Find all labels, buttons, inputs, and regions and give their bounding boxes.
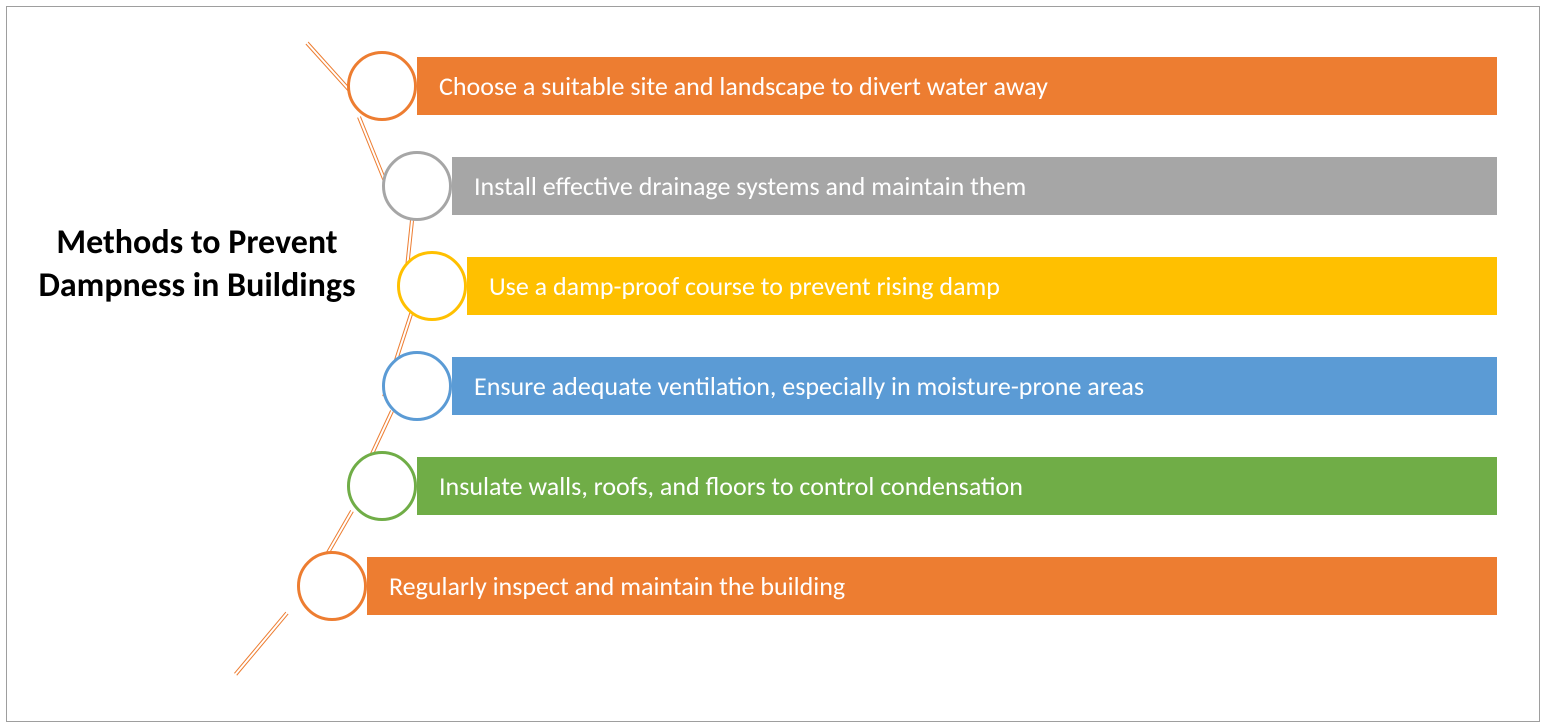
list-item: Install effective drainage systems and m… (317, 151, 1497, 221)
item-node-circle (347, 51, 417, 121)
item-node-circle (347, 451, 417, 521)
items-list: Choose a suitable site and landscape to … (317, 51, 1497, 651)
item-node-circle (397, 251, 467, 321)
item-node-circle (297, 551, 367, 621)
list-item: Choose a suitable site and landscape to … (317, 51, 1497, 121)
item-label: Ensure adequate ventilation, especially … (474, 370, 1144, 402)
item-label: Regularly inspect and maintain the build… (389, 570, 845, 602)
item-bar: Install effective drainage systems and m… (452, 157, 1497, 215)
item-bar: Choose a suitable site and landscape to … (417, 57, 1497, 115)
diagram-title: Methods to Prevent Dampness in Buildings (37, 222, 357, 307)
item-bar: Use a damp-proof course to prevent risin… (467, 257, 1497, 315)
item-bar: Ensure adequate ventilation, especially … (452, 357, 1497, 415)
item-label: Use a damp-proof course to prevent risin… (489, 270, 1000, 302)
item-bar: Insulate walls, roofs, and floors to con… (417, 457, 1497, 515)
list-item: Use a damp-proof course to prevent risin… (317, 251, 1497, 321)
list-item: Ensure adequate ventilation, especially … (317, 351, 1497, 421)
list-item: Insulate walls, roofs, and floors to con… (317, 451, 1497, 521)
item-label: Insulate walls, roofs, and floors to con… (439, 470, 1023, 502)
item-bar: Regularly inspect and maintain the build… (367, 557, 1497, 615)
item-node-circle (382, 151, 452, 221)
item-node-circle (382, 351, 452, 421)
item-label: Install effective drainage systems and m… (474, 170, 1026, 202)
diagram-frame: Methods to Prevent Dampness in Buildings… (6, 6, 1540, 722)
item-label: Choose a suitable site and landscape to … (439, 70, 1048, 102)
list-item: Regularly inspect and maintain the build… (317, 551, 1497, 621)
connector-line (234, 612, 288, 676)
